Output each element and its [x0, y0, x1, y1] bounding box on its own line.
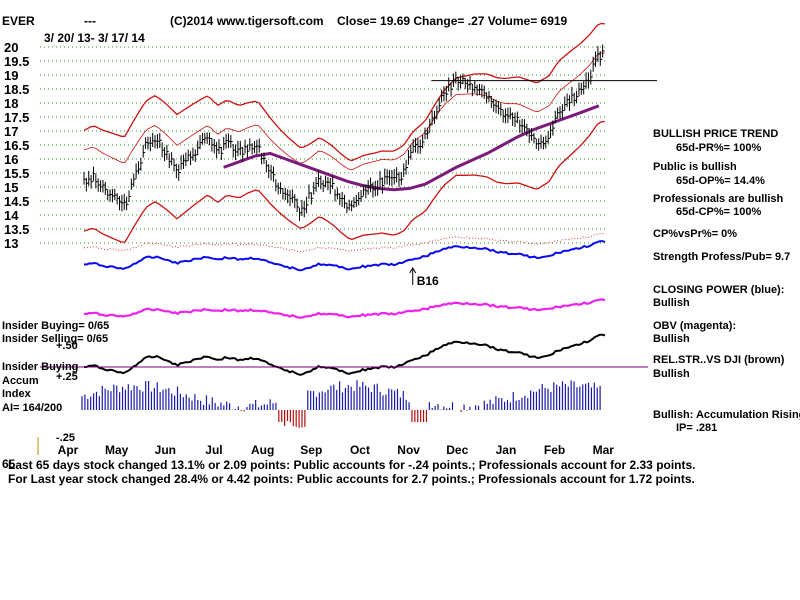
closing-power-status: Bullish — [653, 297, 690, 309]
op-value: 65d-OP%= 14.4% — [676, 175, 765, 187]
pr-value: 65d-PR%= 100% — [676, 142, 762, 154]
footer-line-1: Last 65 days stock changed 13.1% or 2.09… — [8, 458, 696, 472]
month-tick-label: Sep — [300, 443, 322, 457]
obv-status: Bullish — [653, 333, 690, 345]
lower-band — [83, 120, 606, 243]
public-status: Public is bullish — [653, 161, 737, 173]
price-grid — [40, 46, 605, 244]
ma-65d-line — [223, 104, 600, 192]
month-tick-label: May — [105, 443, 129, 457]
annotation-label: B16 — [417, 274, 439, 288]
cpvspr-value: CP%vsPr%= 0% — [653, 228, 738, 240]
month-tick-label: Apr — [58, 443, 79, 457]
cp-value: 65d-CP%= 100% — [676, 206, 762, 218]
ai-label: AI= 164/200 — [2, 402, 63, 414]
indicator-tick-label: -.25 — [56, 432, 75, 444]
moving-average — [223, 104, 600, 192]
month-tick-label: Feb — [544, 443, 565, 457]
indicator-series — [83, 232, 606, 376]
price-tick-label: 13.5 — [4, 222, 29, 237]
price-bars — [83, 44, 605, 221]
price-tick-label: 15.5 — [4, 166, 29, 181]
obv-line — [83, 298, 606, 319]
header-dashes: --- — [84, 14, 96, 28]
relstr-status: Bullish — [653, 368, 690, 380]
ip-value: IP= .281 — [676, 422, 718, 434]
cp-ma-line — [83, 232, 606, 253]
closing-power-label: CLOSING POWER (blue): — [653, 284, 785, 296]
price-tick-label: 16.5 — [4, 138, 29, 153]
indicator-tick-label: +.50 — [56, 340, 78, 352]
price-tick-label: 13 — [4, 236, 18, 251]
footer-prefix: 65 — [2, 457, 16, 471]
index-label: Index — [2, 388, 31, 400]
insider-selling: Insider Selling= 0/65 — [2, 333, 109, 345]
month-tick-label: Oct — [350, 443, 370, 457]
month-tick-label: Jul — [205, 443, 222, 457]
indicator-tick-label: +.25 — [56, 371, 78, 383]
month-tick-label: Mar — [593, 443, 615, 457]
price-tick-label: 17 — [4, 124, 18, 139]
accum-rising: Bullish: Accumulation Rising — [653, 409, 800, 421]
price-tick-label: 17.5 — [4, 110, 29, 125]
obv-label: OBV (magenta): — [653, 320, 737, 332]
month-tick-label: Nov — [397, 443, 420, 457]
price-tick-label: 14 — [4, 208, 19, 223]
footer-line-2: For Last year stock changed 28.4% or 4.4… — [8, 472, 695, 486]
month-tick-label: Jan — [496, 443, 517, 457]
price-tick-label: 14.5 — [4, 194, 29, 209]
trend-title: BULLISH PRICE TREND — [653, 128, 779, 140]
price-tick-label: 16 — [4, 152, 18, 167]
professionals-status: Professionals are bullish — [653, 193, 784, 205]
quote-label: Close= 19.69 Change= .27 Volume= 6919 — [337, 14, 568, 28]
insider-buying-2: Insider Buying — [2, 361, 79, 373]
ticker-label: EVER — [2, 14, 35, 28]
price-tick-label: 18.5 — [4, 82, 29, 97]
upper-band — [83, 22, 606, 162]
axes: 2019.51918.51817.51716.51615.51514.51413… — [2, 40, 657, 471]
price-tick-label: 19 — [4, 68, 18, 83]
relstr-line — [84, 333, 606, 376]
source-label: (C)2014 www.tigersoft.com — [170, 14, 324, 28]
accum-label: Accum — [2, 375, 39, 387]
inner-band — [83, 52, 605, 171]
bollinger-bands — [83, 22, 606, 243]
month-tick-label: Aug — [251, 443, 274, 457]
closing-power-line — [83, 240, 606, 272]
annotation-arrowhead — [409, 267, 417, 274]
insider-buying: Insider Buying= 0/65 — [2, 320, 110, 332]
price-tick-label: 19.5 — [4, 54, 29, 69]
price-tick-label: 15 — [4, 180, 18, 195]
accumulation-histogram — [81, 380, 601, 428]
month-tick-label: Dec — [446, 443, 468, 457]
date-range: 3/ 20/ 13- 3/ 17/ 14 — [44, 31, 145, 45]
month-tick-label: Jun — [155, 443, 176, 457]
price-tick-label: 20 — [4, 40, 18, 55]
strength-value: Strength Profess/Pub= 9.7 — [653, 251, 791, 263]
relstr-label: REL.STR..VS DJI (brown) — [653, 354, 785, 366]
price-tick-label: 18 — [4, 96, 18, 111]
